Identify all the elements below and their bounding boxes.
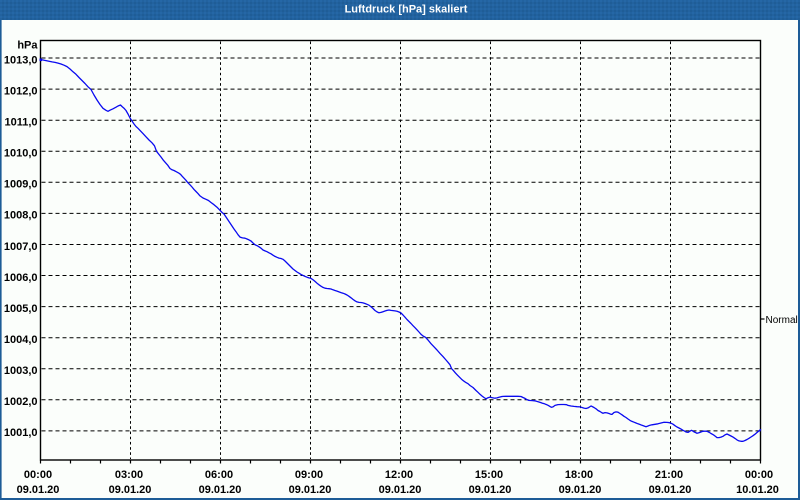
svg-text:21:00: 21:00 (655, 469, 683, 481)
svg-text:09.01.20: 09.01.20 (469, 484, 512, 496)
svg-text:06:00: 06:00 (205, 469, 233, 481)
svg-text:09:00: 09:00 (295, 469, 323, 481)
svg-text:09.01.20: 09.01.20 (379, 484, 422, 496)
svg-text:1001,0: 1001,0 (4, 427, 38, 439)
svg-text:1009,0: 1009,0 (4, 179, 38, 191)
svg-text:15:00: 15:00 (475, 469, 503, 481)
svg-text:10.01.20: 10.01.20 (736, 484, 779, 496)
svg-text:1002,0: 1002,0 (4, 396, 38, 408)
svg-text:1011,0: 1011,0 (4, 117, 37, 129)
svg-text:1004,0: 1004,0 (4, 334, 38, 346)
svg-text:1010,0: 1010,0 (4, 148, 38, 160)
svg-text:1013,0: 1013,0 (4, 54, 38, 66)
svg-text:1007,0: 1007,0 (4, 241, 38, 253)
svg-text:09.01.20: 09.01.20 (559, 484, 602, 496)
svg-text:1005,0: 1005,0 (4, 303, 38, 315)
svg-text:Luftdruck [hPa] skaliert: Luftdruck [hPa] skaliert (345, 3, 468, 15)
svg-text:1008,0: 1008,0 (4, 210, 38, 222)
svg-text:12:00: 12:00 (385, 469, 413, 481)
svg-text:1012,0: 1012,0 (4, 85, 38, 97)
svg-text:03:00: 03:00 (115, 469, 143, 481)
svg-text:09.01.20: 09.01.20 (649, 484, 692, 496)
svg-text:09.01.20: 09.01.20 (17, 484, 60, 496)
svg-text:1003,0: 1003,0 (4, 365, 38, 377)
svg-text:Normal: Normal (766, 315, 798, 326)
svg-text:00:00: 00:00 (745, 469, 773, 481)
svg-text:09.01.20: 09.01.20 (289, 484, 332, 496)
svg-text:hPa: hPa (17, 40, 38, 52)
svg-text:18:00: 18:00 (565, 469, 593, 481)
svg-text:09.01.20: 09.01.20 (199, 484, 242, 496)
svg-text:1006,0: 1006,0 (4, 272, 38, 284)
svg-text:00:00: 00:00 (24, 469, 52, 481)
svg-text:09.01.20: 09.01.20 (109, 484, 152, 496)
